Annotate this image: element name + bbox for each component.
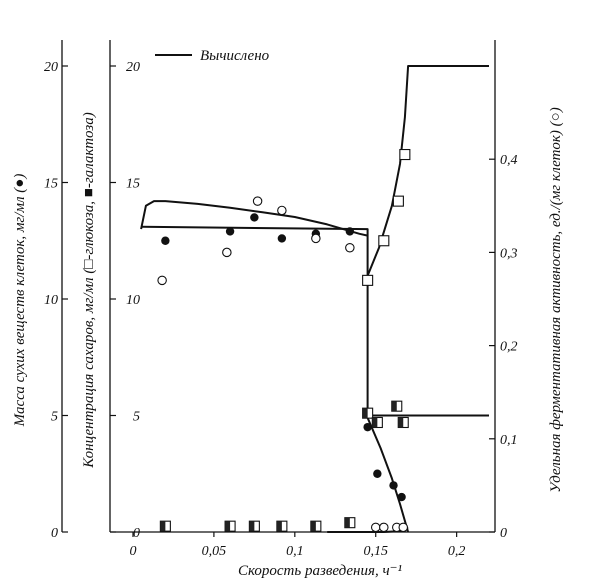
point-cell-mass bbox=[345, 227, 355, 236]
point-enzyme-activity bbox=[379, 522, 389, 533]
x-tick-label: 0,05 bbox=[202, 544, 227, 559]
y-tick-label-inner: 0 bbox=[133, 526, 140, 541]
y-axis-title-inner: Концентрация сахаров, мг/мл (□-глюкоза, … bbox=[81, 112, 97, 468]
x-tick-label: 0,15 bbox=[363, 544, 388, 559]
y-tick-label-right: 0,1 bbox=[500, 433, 518, 448]
calculated-curves-group bbox=[140, 65, 489, 533]
point-cell-mass bbox=[397, 492, 406, 502]
axes-group bbox=[61, 40, 496, 533]
point-glucose bbox=[362, 274, 374, 286]
point-galactose bbox=[224, 520, 236, 532]
point-cell-mass bbox=[225, 227, 235, 236]
calculated-curve bbox=[140, 200, 368, 237]
point-glucose bbox=[378, 235, 390, 247]
y-tick-label-outer: 15 bbox=[44, 177, 58, 192]
x-tick-label: 0,2 bbox=[448, 544, 466, 559]
legend: Вычислено bbox=[155, 48, 270, 64]
point-cell-mass bbox=[389, 481, 398, 490]
x-axis-title: Скорость разведения, ч⁻¹ bbox=[238, 563, 403, 579]
legend-label: Вычислено bbox=[200, 48, 270, 64]
point-galactose bbox=[248, 520, 260, 532]
y-tick-label-outer: 10 bbox=[44, 293, 58, 308]
y-tick-label-outer: 0 bbox=[51, 526, 58, 541]
y-tick-label-inner: 15 bbox=[126, 177, 140, 192]
point-galactose bbox=[310, 520, 322, 532]
y-tick-label-outer: 5 bbox=[51, 410, 58, 425]
x-tick-label: 0,1 bbox=[286, 544, 304, 559]
point-enzyme-activity bbox=[157, 275, 167, 286]
point-glucose bbox=[392, 195, 404, 207]
point-enzyme-activity bbox=[252, 196, 263, 206]
point-enzyme-activity bbox=[345, 242, 355, 253]
ticks-group: 0 0,05 0,1 0,15 0,2 0 5 10 15 20 0 5 10 15 20 0 0,1 0,2 0,… bbox=[44, 60, 518, 559]
y-tick-label-right: 0,3 bbox=[500, 246, 518, 261]
calculated-curve bbox=[366, 65, 489, 277]
point-glucose bbox=[399, 148, 411, 161]
point-enzyme-activity bbox=[370, 522, 381, 533]
y-axis-title-outer: Масса сухих веществ клеток, мг/мл (●) bbox=[12, 174, 28, 428]
y-tick-label-right: 0 bbox=[500, 526, 507, 541]
point-galactose bbox=[159, 520, 171, 532]
y-tick-label-outer: 20 bbox=[44, 60, 58, 75]
y-tick-label-inner: 5 bbox=[133, 410, 140, 425]
point-galactose bbox=[344, 517, 356, 529]
point-enzyme-activity bbox=[277, 205, 287, 216]
point-galactose bbox=[371, 416, 383, 429]
point-galactose bbox=[362, 407, 374, 419]
y-axis-title-right: Удельная ферментативная активность, ед./… bbox=[548, 107, 564, 492]
point-cell-mass bbox=[161, 236, 170, 245]
y-tick-label-inner: 20 bbox=[126, 60, 140, 75]
point-enzyme-activity bbox=[398, 522, 408, 533]
y-tick-label-right: 0,2 bbox=[500, 340, 518, 355]
point-cell-mass bbox=[250, 213, 259, 222]
point-galactose bbox=[391, 400, 403, 412]
point-cell-mass bbox=[277, 234, 287, 243]
y-tick-label-right: 0,4 bbox=[500, 153, 518, 168]
calculated-curve bbox=[141, 225, 410, 533]
point-galactose bbox=[276, 520, 288, 532]
x-tick-label: 0 bbox=[130, 544, 137, 559]
y-tick-label-inner: 10 bbox=[126, 293, 140, 308]
point-enzyme-activity bbox=[311, 233, 321, 244]
data-points-group bbox=[157, 148, 411, 533]
point-enzyme-activity bbox=[222, 247, 232, 258]
point-cell-mass bbox=[373, 469, 382, 478]
point-cell-mass bbox=[363, 422, 372, 432]
point-galactose bbox=[397, 416, 409, 429]
